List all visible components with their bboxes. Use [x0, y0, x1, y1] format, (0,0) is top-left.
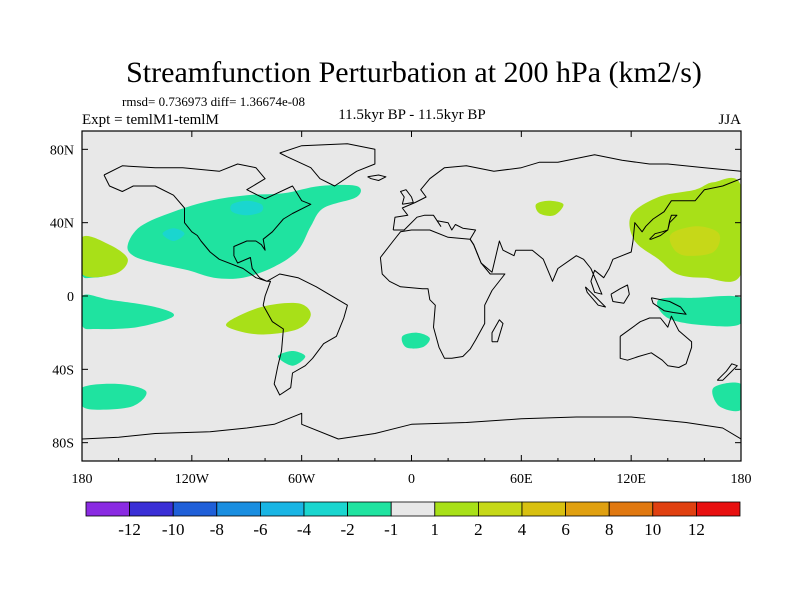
coastline-south-america — [262, 273, 348, 396]
colorbar: -12 -10 -8 -6 -4 -2 -1 1 2 4 6 8 10 12 — [85, 501, 741, 539]
region-argentina-negative — [277, 351, 306, 366]
y-tick-label: 40S — [52, 363, 74, 378]
colorbar-label: -10 — [162, 520, 185, 539]
colorbar-swatch — [172, 501, 218, 517]
colorbar-label: -1 — [384, 520, 398, 539]
y-axis: 80N 40N 0 40S 80S — [50, 143, 741, 452]
coastline-madagascar — [491, 319, 504, 343]
x-tick-label: 60E — [510, 472, 533, 487]
colorbar-swatch — [129, 501, 174, 517]
coastlines — [82, 143, 741, 440]
coastline-japan — [649, 214, 678, 240]
coastline-eurasia — [392, 154, 741, 295]
y-tick-label: 40N — [50, 217, 74, 232]
region-east-asia-core — [669, 226, 721, 256]
colorbar-swatch — [390, 501, 436, 517]
x-axis: 180 120W 60W 0 60E 120E 180 — [72, 131, 752, 487]
coastline-north-america — [103, 163, 312, 282]
coastline-new-zealand — [716, 363, 738, 381]
coastline-greenland — [279, 143, 376, 187]
colorbar-label: 12 — [688, 520, 705, 539]
colorbar-swatch — [85, 501, 130, 517]
coastline-antarctica — [82, 412, 741, 440]
colorbar-label: 10 — [644, 520, 661, 539]
region-tropical-pacific-negative — [82, 294, 175, 330]
colorbar-swatch — [347, 501, 392, 517]
y-tick-label: 0 — [67, 290, 74, 305]
experiment-label: Expt = temlM1-temlM — [82, 112, 219, 128]
x-tick-label: 60W — [288, 472, 316, 487]
region-south-atlantic-negative — [401, 332, 430, 349]
colorbar-swatch — [521, 501, 566, 517]
coastline-british-isles — [400, 189, 414, 205]
colorbar-label: -4 — [297, 520, 312, 539]
region-south-pacific-negative — [82, 383, 147, 410]
colorbar-label: 4 — [518, 520, 527, 539]
coastline-australia — [619, 315, 693, 368]
map-background — [82, 131, 741, 461]
coastline-africa — [379, 229, 506, 359]
colorbar-label: 1 — [431, 520, 440, 539]
stats-label: rmsd= 0.736973 diff= 1.36674e-08 — [122, 94, 305, 109]
region-south-west-pacific-negative — [712, 382, 741, 412]
region-north-pacific-positive — [82, 235, 128, 278]
x-tick-label: 0 — [408, 472, 415, 487]
colorbar-label: -8 — [210, 520, 224, 539]
colorbar-swatch — [565, 501, 610, 517]
colorbar-label: 2 — [474, 520, 483, 539]
colorbar-swatch — [434, 501, 479, 517]
colorbar-swatch — [608, 501, 654, 517]
season-label: JJA — [718, 112, 741, 128]
x-tick-label: 120W — [175, 472, 210, 487]
region-north-america-core-b — [162, 228, 185, 241]
colorbar-label: -2 — [341, 520, 355, 539]
region-central-asia-positive — [535, 200, 564, 216]
colorbar-swatch — [303, 501, 348, 517]
y-tick-label: 80S — [52, 437, 74, 452]
region-south-america-positive — [225, 302, 311, 335]
period-label: 11.5kyr BP - 11.5kyr BP — [338, 107, 486, 123]
colorbar-swatch — [696, 501, 741, 517]
coastline-sumatra — [584, 286, 606, 308]
x-tick-label: 180 — [731, 472, 752, 487]
colorbar-swatch — [259, 501, 305, 517]
x-tick-label: 120E — [616, 472, 646, 487]
coastline-iceland — [367, 174, 387, 181]
region-north-america-core-a — [230, 200, 264, 216]
colorbar-label: -12 — [118, 520, 141, 539]
colorbar-swatch — [216, 501, 261, 517]
colorbar-swatch — [477, 501, 523, 517]
coastline-new-guinea — [650, 297, 687, 315]
y-tick-label: 80N — [50, 143, 74, 158]
coastline-borneo — [610, 284, 630, 304]
region-western-pacific-negative — [657, 295, 741, 327]
colorbar-label: 6 — [561, 520, 570, 539]
colorbar-label: -6 — [253, 520, 267, 539]
colorbar-label: 8 — [605, 520, 614, 539]
x-tick-label: 180 — [72, 472, 93, 487]
colorbar-swatch — [652, 501, 697, 517]
chart-title: Streamfunction Perturbation at 200 hPa (… — [126, 56, 702, 89]
